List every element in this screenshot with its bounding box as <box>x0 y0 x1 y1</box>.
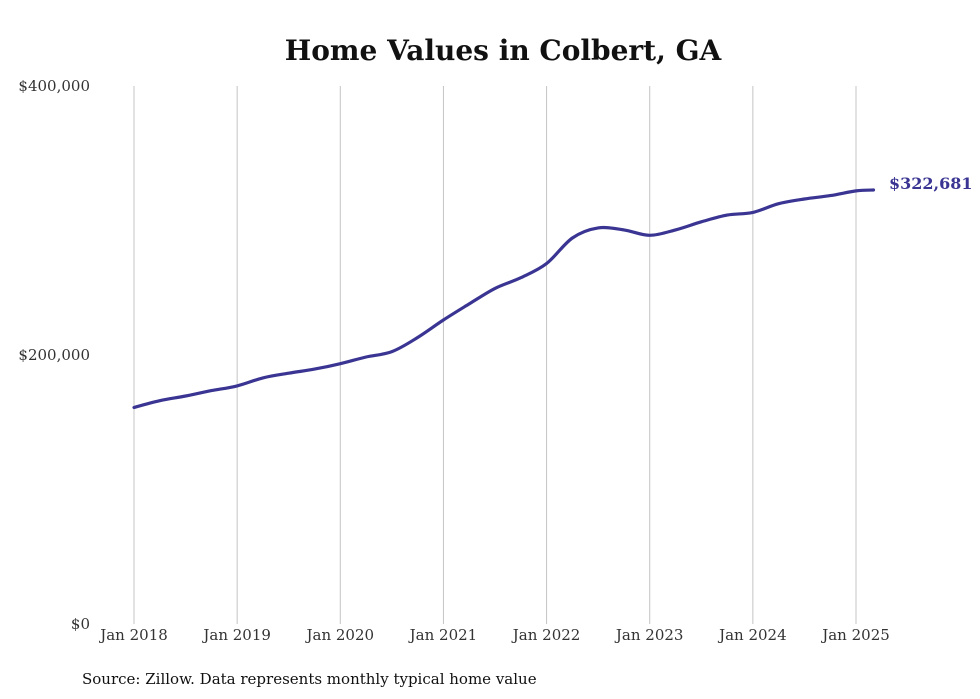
series-line-home-value <box>132 188 876 410</box>
y-tick-label: $200,000 <box>18 346 90 364</box>
x-tick-label: Jan 2024 <box>717 626 787 644</box>
source-note: Source: Zillow. Data represents monthly … <box>82 670 537 688</box>
y-axis: $0 $200,000 $400,000 <box>18 77 90 633</box>
x-tick-label: Jan 2022 <box>511 626 581 644</box>
x-axis: Jan 2018 Jan 2019 Jan 2020 Jan 2021 Jan 2022… <box>98 626 890 644</box>
gridlines <box>133 86 857 624</box>
x-tick-label: Jan 2018 <box>98 626 168 644</box>
x-tick-label: Jan 2019 <box>201 626 271 644</box>
y-tick-label: $400,000 <box>18 77 90 95</box>
x-tick-label: Jan 2020 <box>305 626 375 644</box>
series-group <box>132 188 876 410</box>
x-tick-label: Jan 2023 <box>614 626 684 644</box>
x-tick-label: Jan 2025 <box>820 626 890 644</box>
chart-title: Home Values in Colbert, GA <box>285 34 723 67</box>
y-tick-label: $0 <box>71 615 90 633</box>
x-tick-label: Jan 2021 <box>408 626 478 644</box>
end-value-label: $322,681 <box>889 174 973 193</box>
